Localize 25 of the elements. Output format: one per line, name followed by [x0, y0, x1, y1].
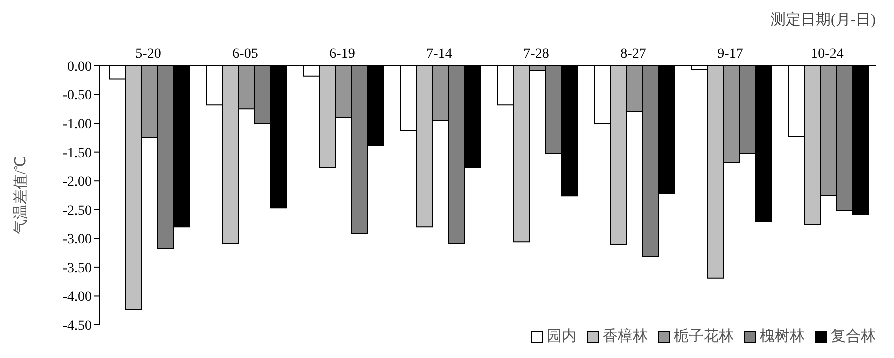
legend-label: 复合林 [830, 328, 876, 346]
legend-label: 园内 [546, 328, 577, 346]
y-tick-label: -2.50 [62, 204, 92, 219]
x-tick-label: 9-17 [718, 47, 744, 62]
x-tick-label: 7-28 [524, 47, 550, 62]
x-axis-title: 测定日期(月-日) [771, 12, 876, 29]
y-tick-label: -4.00 [62, 290, 92, 306]
y-tick-label: -1.50 [62, 146, 92, 162]
y-tick-label: -3.50 [62, 261, 92, 276]
y-tick-label: -1.00 [62, 118, 92, 133]
legend-label: 槐树林 [759, 328, 805, 346]
x-tick-label: 5-20 [136, 47, 162, 62]
x-tick-label: 10-24 [811, 47, 844, 62]
y-tick-label: -4.50 [62, 318, 92, 334]
x-tick-label: 6-05 [232, 47, 258, 62]
y-tick-label: 0.00 [68, 60, 92, 75]
legend-label: 香樟林 [602, 327, 648, 346]
x-tick-label: 6-19 [330, 47, 356, 62]
x-tick-label: 8-27 [620, 47, 646, 62]
legend-label: 栀子花林 [673, 328, 734, 346]
y-tick-label: -2.00 [62, 175, 92, 190]
x-tick-label: 7-14 [426, 47, 452, 62]
y-axis-title: 气温差值/℃ [12, 156, 30, 235]
y-tick-label: -3.00 [62, 232, 92, 248]
y-tick-label: -0.50 [62, 88, 92, 104]
